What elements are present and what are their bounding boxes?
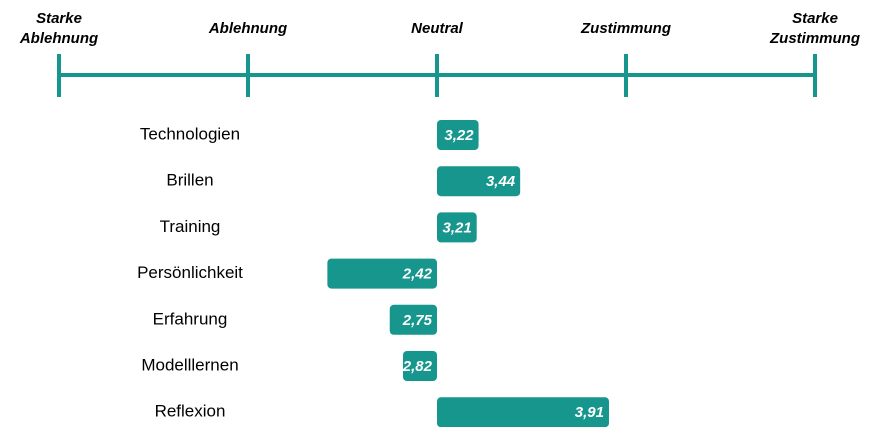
category-label: Persönlichkeit — [137, 263, 243, 282]
value-label: 3,22 — [444, 127, 474, 144]
bar — [389, 304, 437, 335]
bar — [437, 120, 479, 150]
category-label: Training — [160, 217, 221, 236]
x-tick-label: Starke Zustimmung — [769, 10, 860, 47]
category-label: Erfahrung — [153, 309, 228, 328]
x-tick-label: Starke Ablehnung — [19, 10, 98, 47]
bar — [437, 212, 477, 243]
value-label: 2,42 — [402, 266, 433, 283]
category-label: Modelllernen — [141, 355, 238, 374]
x-tick-label: Neutral — [411, 20, 464, 37]
category-label: Brillen — [166, 171, 213, 190]
value-label: 3,91 — [575, 404, 604, 421]
x-tick-label: Ablehnung — [208, 20, 287, 37]
category-label: Reflexion — [155, 402, 226, 421]
x-tick-label: Zustimmung — [580, 20, 671, 37]
bar — [437, 397, 609, 427]
value-label: 3,21 — [442, 219, 471, 236]
bar — [437, 166, 521, 197]
value-label: 2,75 — [402, 312, 433, 329]
category-label: Technologien — [140, 124, 240, 143]
value-label: 2,82 — [402, 358, 433, 375]
value-label: 3,44 — [486, 173, 516, 190]
bar — [327, 258, 437, 289]
bar — [402, 351, 437, 381]
